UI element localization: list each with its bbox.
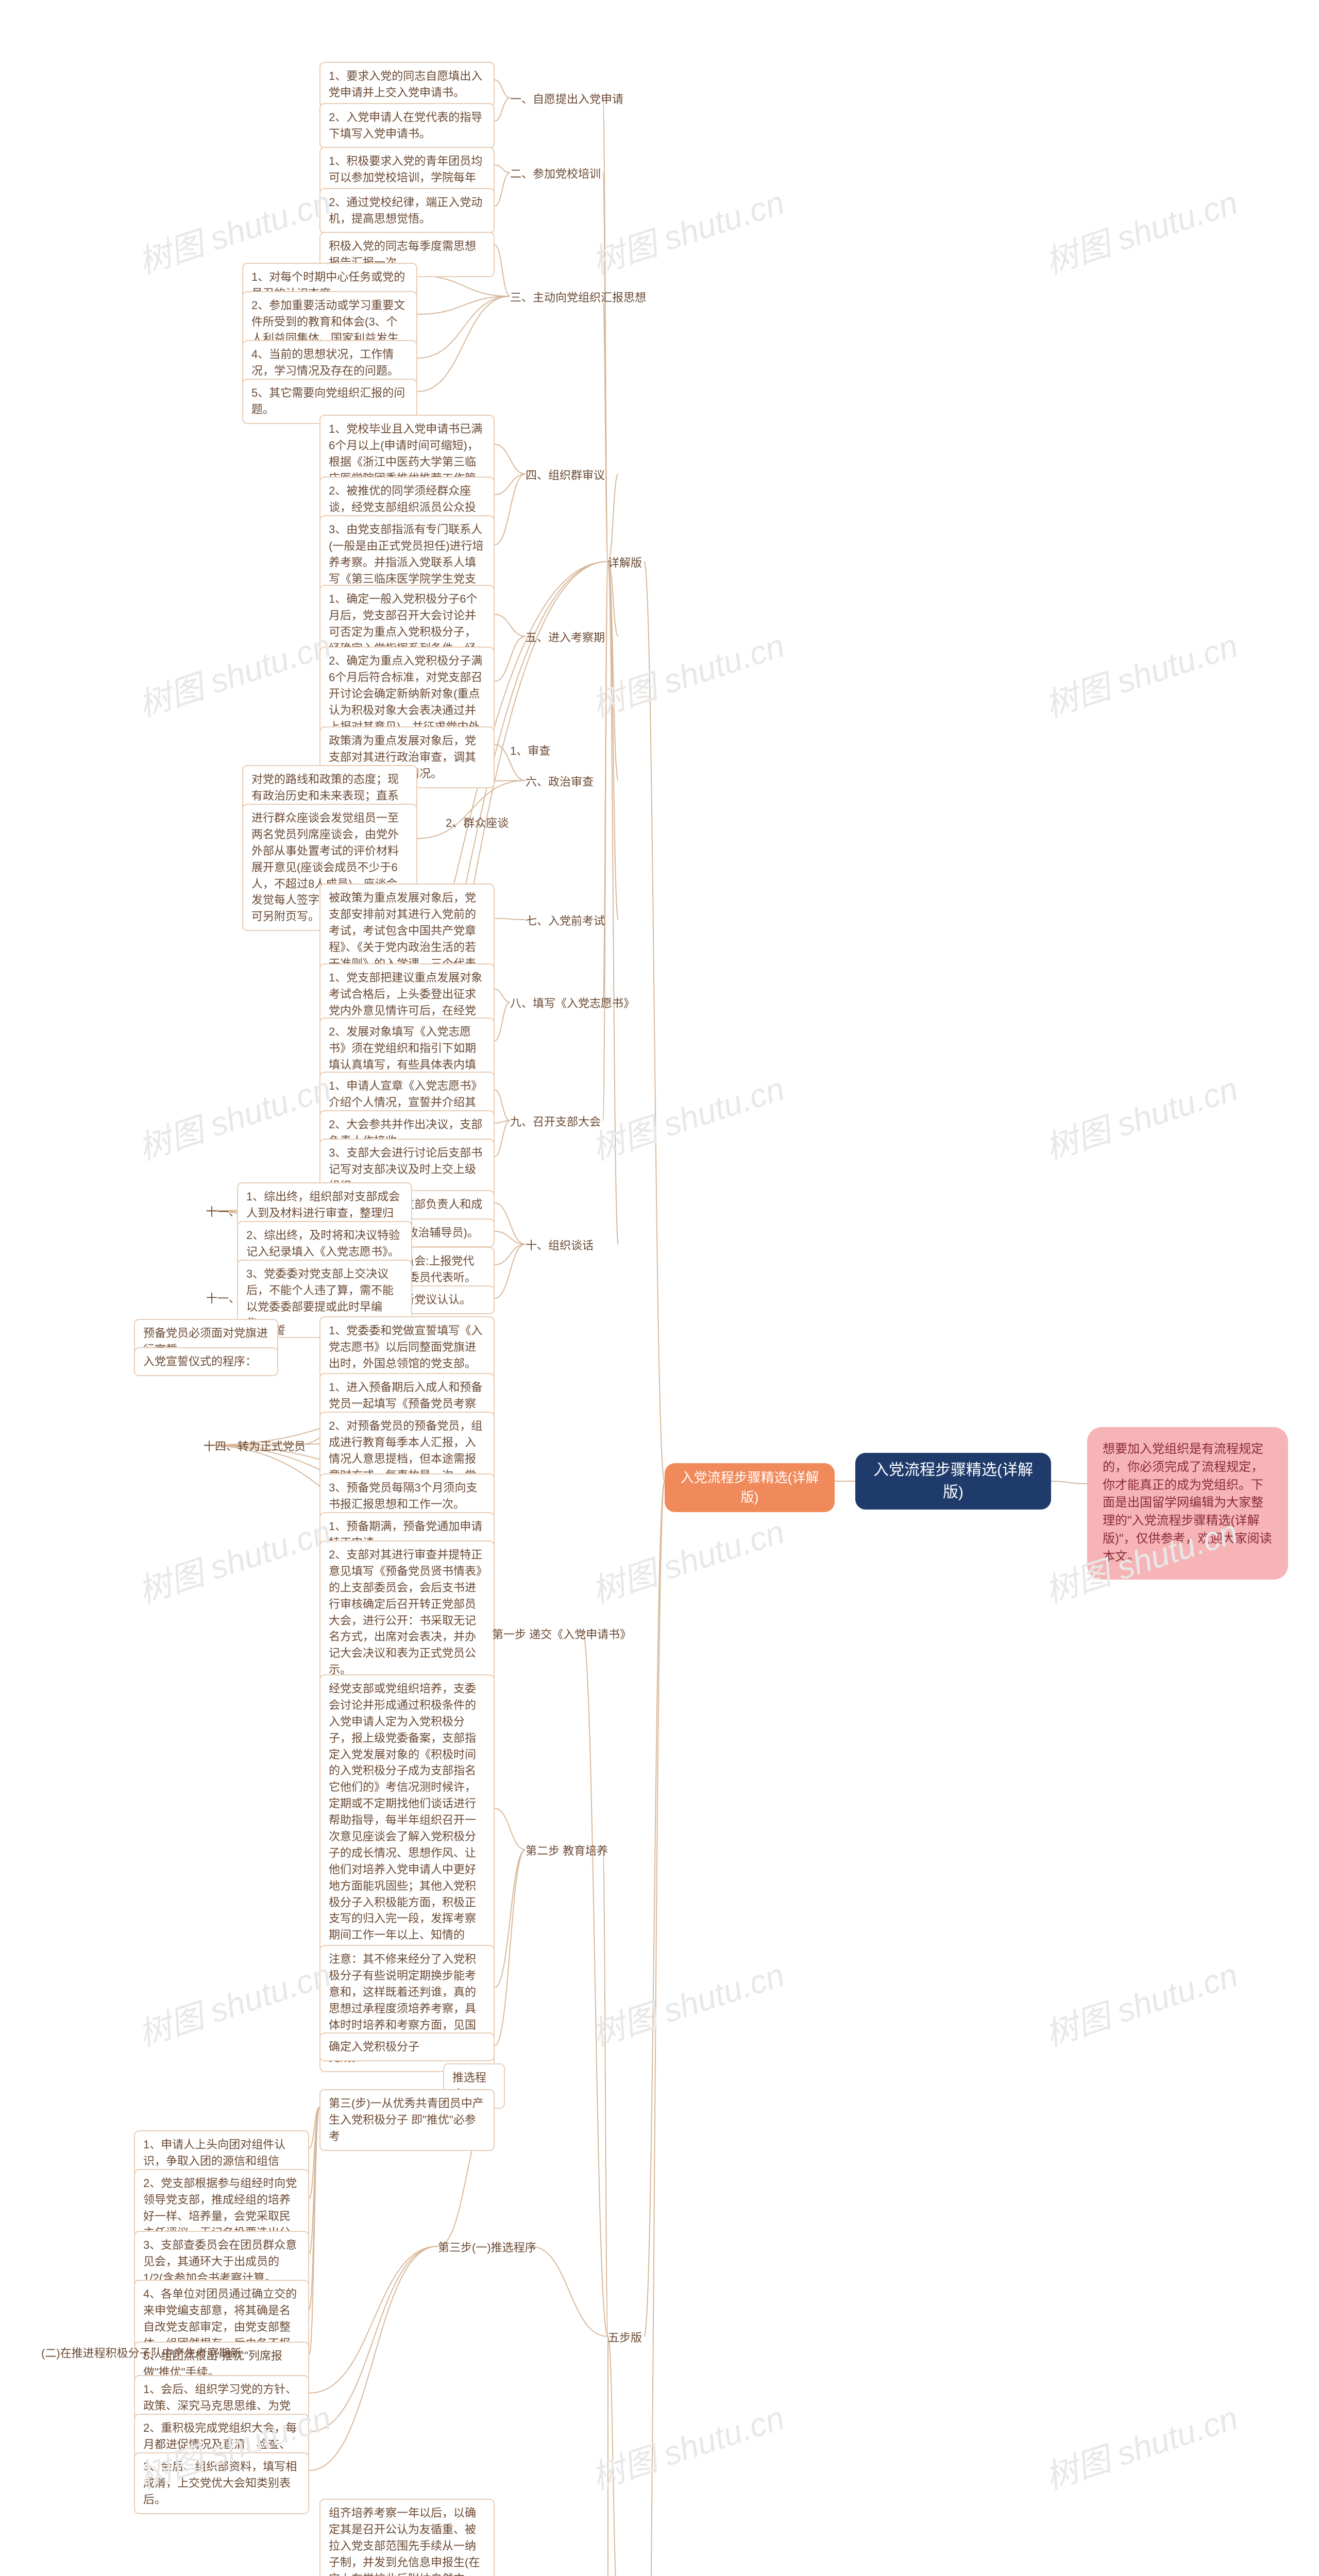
b3-title: 第三步(一)推选程序 bbox=[438, 2239, 536, 2255]
watermark-7: 树图 shutu.cn bbox=[585, 1062, 789, 1169]
a1_2: 2、入党申请人在党代表的指导下填写入党申请书。 bbox=[319, 103, 495, 148]
watermark-8: 树图 shutu.cn bbox=[1038, 1062, 1243, 1169]
watermark-12: 树图 shutu.cn bbox=[131, 1948, 336, 2055]
a1_1: 1、要求入党的同志自愿填出入党申请并上交入党申请书。 bbox=[319, 62, 495, 107]
b3-right: (二)在推进程积极分子队中产生考察期新 bbox=[41, 2344, 242, 2361]
a4-title: 四、组织群审议 bbox=[526, 466, 605, 483]
a6_2-lbl: 2、群众座谈 bbox=[446, 814, 509, 831]
root: 入党流程步骤精选(详解版) bbox=[855, 1453, 1051, 1510]
a14_5: 2、支部对其进行审查并提特正意见填写《预备党员贤书情表》的上支部委员会，会后支书… bbox=[319, 1540, 495, 1684]
watermark-2: 树图 shutu.cn bbox=[1038, 176, 1243, 283]
a12_a: 入党宣誓仪式的程序： bbox=[134, 1347, 278, 1376]
branch-a-label: 详解版 bbox=[608, 554, 642, 570]
pink: 想要加入党组织是有流程规定的，你必须完成了流程规定，你才能真正的成为党组织。下面… bbox=[1087, 1427, 1288, 1580]
a2_2: 2、通过党校纪律，端正入党动机，提高思想觉悟。 bbox=[319, 188, 495, 233]
a12_1: 1、党委委和党做宣誓填写《入党志愿书》以后同整面党旗进出时，外国总领馆的党支部。 bbox=[319, 1316, 495, 1378]
b3b_3: 3、会后、组织部资料，填写相成清，上交党优大会知类别表后。 bbox=[134, 2452, 309, 2514]
a3-title: 三、主动向党组织汇报思想 bbox=[510, 289, 646, 305]
a1-title: 一、自愿提出入党申请 bbox=[510, 90, 623, 107]
a10-title: 十、组织谈话 bbox=[526, 1236, 594, 1253]
b2_3: 确定入党积极分子 bbox=[319, 2032, 495, 2061]
a9-title: 九、召开支部大会 bbox=[510, 1113, 601, 1129]
a14-title: 十四、转为正式党员 bbox=[204, 1437, 306, 1454]
a6-title: 六、政治审查 bbox=[526, 773, 594, 789]
lvl1: 入党流程步骤精选(详解版) bbox=[665, 1463, 835, 1512]
a6_1-lbl: 1、审查 bbox=[510, 742, 550, 758]
watermark-10: 树图 shutu.cn bbox=[585, 1505, 789, 1612]
watermark-6: 树图 shutu.cn bbox=[131, 1062, 336, 1169]
b3_top2: 第三(步)一从优秀共青团员中产生入党积极分子 即"推优"必参考 bbox=[319, 2089, 495, 2151]
watermark-3: 树图 shutu.cn bbox=[131, 619, 336, 726]
watermark-17: 树图 shutu.cn bbox=[1038, 2392, 1243, 2498]
a5-title: 五、进入考察期 bbox=[526, 629, 605, 645]
watermark-16: 树图 shutu.cn bbox=[585, 2392, 789, 2498]
b4_1: 组齐培养考察一年以后，以确定其是召开公认为友循重、被拉入党支部范围先手续从一纳子… bbox=[319, 2499, 495, 2576]
a8-title: 八、填写《入党志愿书》 bbox=[510, 994, 635, 1011]
watermark-1: 树图 shutu.cn bbox=[585, 176, 789, 283]
b2-title: 第二步 教育培养 bbox=[526, 1842, 608, 1858]
watermark-4: 树图 shutu.cn bbox=[585, 619, 789, 726]
a7-title: 七、入党前考试 bbox=[526, 912, 605, 928]
b1-title: 第一步 递交《入党申请书》 bbox=[492, 1625, 631, 1642]
a2-title: 二、参加党校培训 bbox=[510, 165, 601, 181]
watermark-13: 树图 shutu.cn bbox=[585, 1948, 789, 2055]
watermark-9: 树图 shutu.cn bbox=[131, 1505, 336, 1612]
branch-b-label: 五步版 bbox=[608, 2329, 642, 2345]
watermark-14: 树图 shutu.cn bbox=[1038, 1948, 1243, 2055]
watermark-5: 树图 shutu.cn bbox=[1038, 619, 1243, 726]
